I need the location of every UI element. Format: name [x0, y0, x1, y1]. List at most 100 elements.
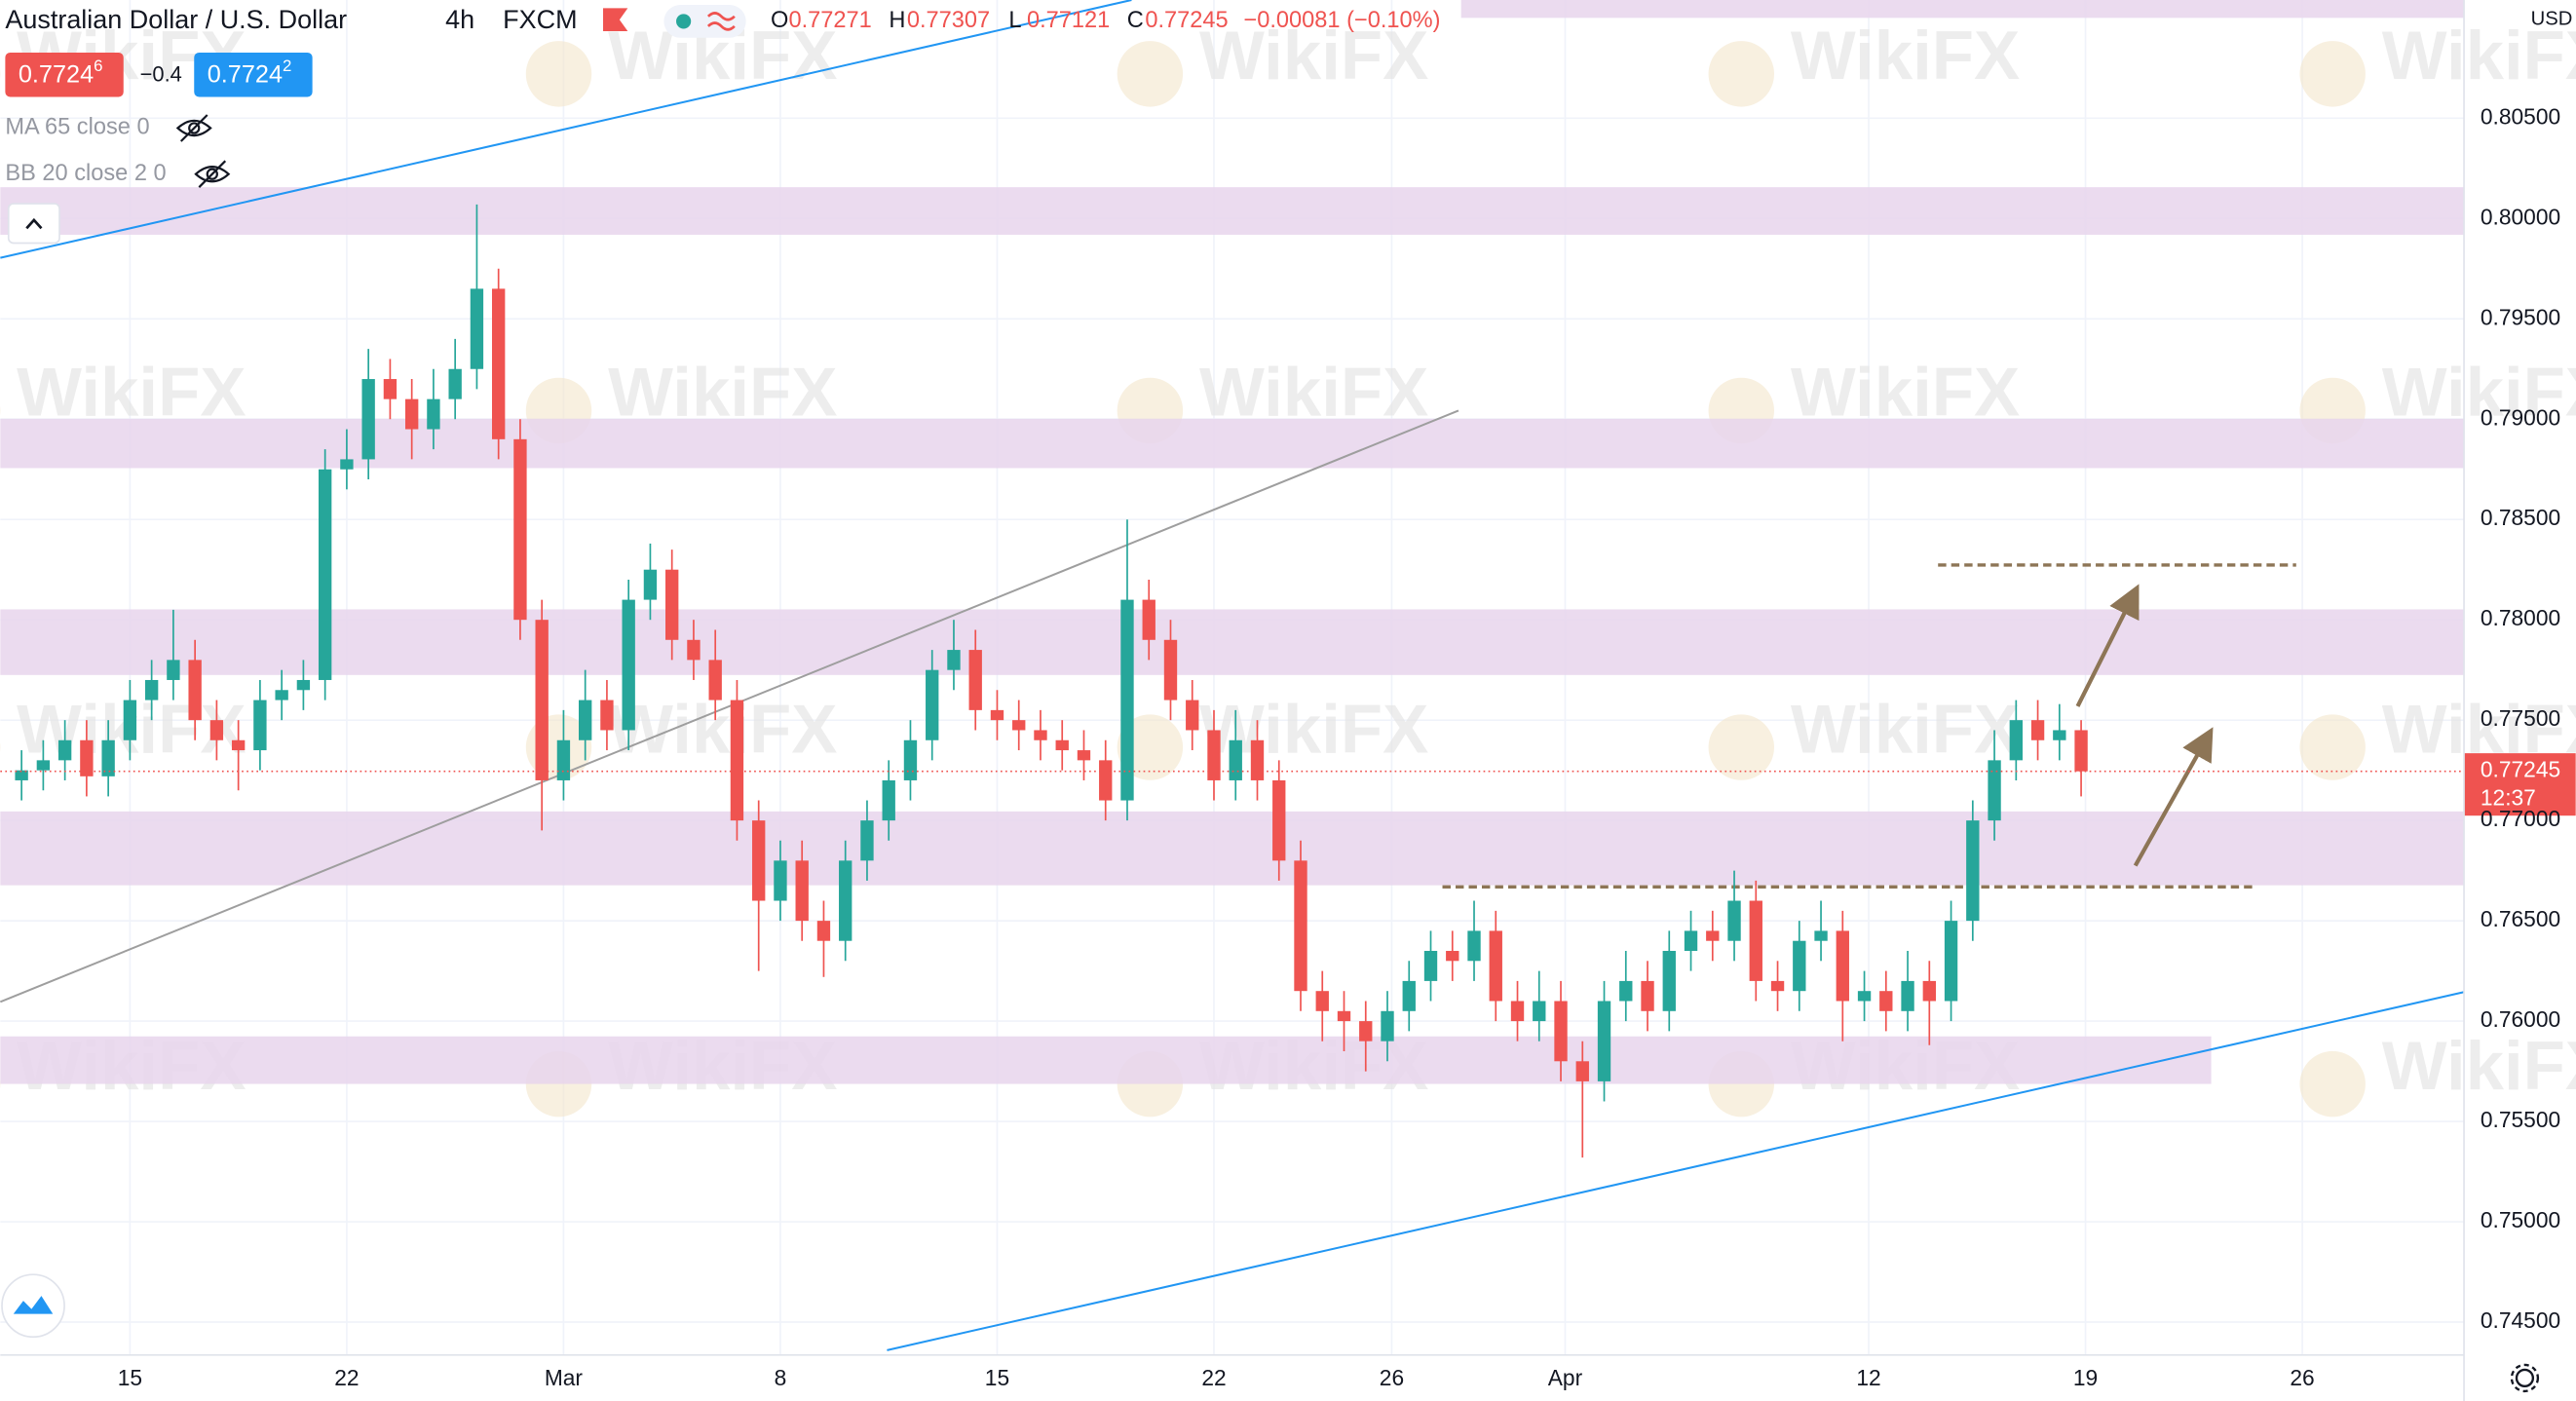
buy-price[interactable]: 0.77242 [208, 57, 292, 89]
candle-body [1381, 1010, 1394, 1041]
trend-line [0, 0, 1132, 259]
watermark: WikiFX [1791, 18, 2020, 95]
watermark: WikiFX [17, 355, 246, 432]
candle-body [209, 720, 224, 740]
candle-body [752, 820, 766, 901]
candle-body [1489, 930, 1502, 1002]
y-tick-label: 0.77000 [2481, 806, 2560, 831]
candle-body [15, 770, 28, 780]
watermark: WikiFX [1791, 691, 2020, 768]
candle-body [1294, 860, 1307, 992]
sell-main[interactable]: 0.7724 [19, 60, 94, 88]
buy-main[interactable]: 0.7724 [208, 60, 283, 88]
candle-body [1554, 1001, 1568, 1062]
candle-body [1575, 1061, 1589, 1081]
candle-body [404, 398, 419, 430]
last-price-label: 0.77245 [2481, 757, 2560, 782]
candle-body [1402, 980, 1416, 1011]
candle-body [1727, 900, 1741, 941]
ohlc: O 0.77271 H 0.77307 L 0.77121 C 0.77245 [771, 8, 1229, 33]
x-tick-label: 26 [1380, 1365, 1404, 1390]
x-tick-label: 8 [775, 1365, 787, 1390]
candle-body [1120, 599, 1134, 801]
ohlc-value: 0.77245 [1145, 8, 1228, 33]
x-tick-label: 22 [1201, 1365, 1226, 1390]
candle-body [968, 650, 982, 710]
candle-body [1207, 730, 1221, 780]
sell-pip[interactable]: 6 [94, 57, 102, 76]
candle-body [1988, 760, 2001, 821]
candle-body [253, 700, 267, 751]
candle-body [1836, 930, 1849, 1002]
candle-body [231, 739, 246, 751]
candle-body [1641, 980, 1654, 1011]
countdown: 12:37 [2481, 784, 2536, 810]
watermark: WikiFX [1791, 355, 2020, 432]
candle-body [2053, 730, 2066, 740]
ohlc-label: L [1008, 8, 1021, 33]
watermark: WikiFX [1199, 18, 1428, 95]
ohlc-label: C [1127, 8, 1144, 33]
logo-icon [13, 1296, 54, 1314]
currency[interactable]: USD [2531, 9, 2573, 30]
candle-body [1186, 700, 1199, 731]
candle-body [1163, 639, 1178, 700]
arrow [2133, 727, 2214, 867]
x-tick-label: 15 [118, 1365, 142, 1390]
watermark-icon [2299, 1050, 2366, 1117]
sell-price[interactable]: 0.77246 [19, 57, 103, 89]
candle-body [1944, 921, 1958, 1002]
candle-body [340, 459, 354, 470]
candle-body [427, 398, 440, 430]
candle-body [990, 709, 1004, 721]
candle-body [1099, 760, 1113, 801]
candle-body [1315, 991, 1329, 1011]
candle-body [622, 599, 635, 731]
hide-icon[interactable] [194, 160, 231, 188]
indicator[interactable]: BB 20 close 2 0 [5, 161, 166, 186]
watermark-icon [1708, 41, 1775, 107]
y-tick-label: 0.76000 [2481, 1006, 2560, 1032]
settings-icon[interactable] [2510, 1363, 2540, 1393]
candle-body [36, 760, 51, 771]
candle-body [123, 700, 137, 740]
trend-line [887, 991, 2465, 1351]
watermark: WikiFX [608, 355, 837, 432]
logo-button[interactable] [1, 1273, 65, 1339]
candle-body [1446, 951, 1459, 962]
hide-icon[interactable] [175, 114, 212, 142]
candle-body [1597, 1001, 1611, 1081]
watermark-icon [2299, 41, 2366, 107]
candle-body [795, 860, 809, 922]
y-tick-label: 0.74500 [2481, 1307, 2560, 1333]
candle-body [1619, 980, 1633, 1002]
watermark: WikiFX [608, 691, 837, 768]
candle-body [1901, 980, 1914, 1011]
candle-body [1684, 930, 1698, 952]
y-tick-label: 0.76500 [2481, 906, 2560, 931]
last-price-box [2464, 753, 2576, 816]
drawings [0, 0, 2465, 1351]
exchange: FXCM [503, 5, 577, 34]
indicator[interactable]: MA 65 close 0 [5, 115, 149, 140]
flag-icon[interactable] [603, 8, 628, 32]
candle-body [2074, 730, 2088, 772]
candle-body [491, 288, 506, 439]
sell-button[interactable] [5, 52, 124, 97]
candle-body [882, 779, 895, 821]
candle-body [1142, 599, 1155, 640]
y-tick-label: 0.75000 [2481, 1207, 2560, 1232]
buy-pip[interactable]: 2 [283, 57, 291, 76]
buy-button[interactable] [194, 52, 313, 97]
candle-body [1467, 930, 1481, 962]
candle-body [687, 639, 701, 661]
x-tick-label: 19 [2073, 1365, 2098, 1390]
zone [0, 609, 2465, 675]
watermark-icon [1117, 41, 1184, 107]
candle-body [1423, 951, 1438, 981]
collapse-button[interactable] [7, 203, 60, 245]
candle-body [556, 739, 571, 780]
candle-body [144, 679, 159, 700]
